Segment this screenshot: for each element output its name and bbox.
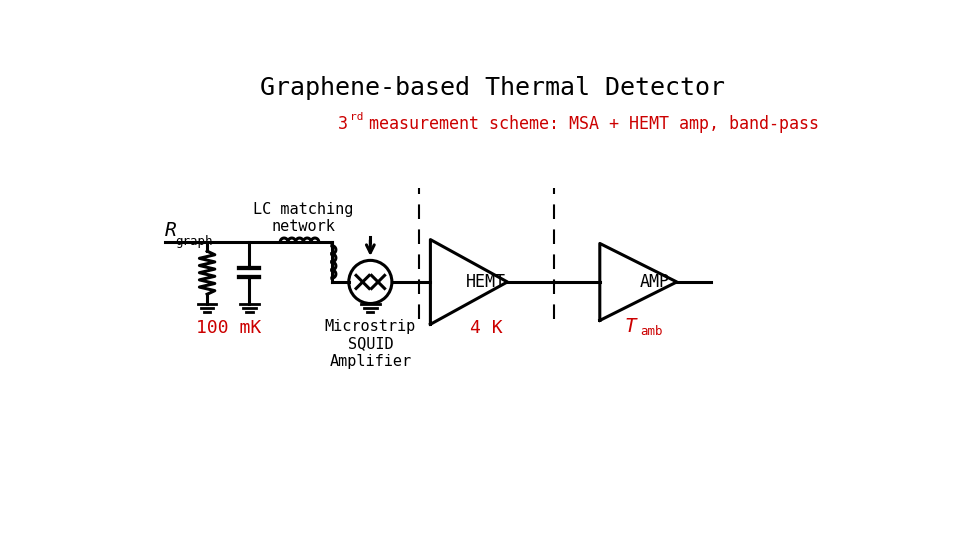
Text: LC matching
network: LC matching network [253, 202, 353, 234]
Text: graph: graph [176, 235, 213, 248]
Text: HEMT: HEMT [466, 273, 506, 291]
Text: rd: rd [350, 112, 364, 122]
Text: amb: amb [640, 325, 662, 338]
Text: 3: 3 [338, 115, 348, 133]
Text: 4 K: 4 K [469, 319, 502, 337]
Text: R: R [165, 221, 177, 240]
Text: Graphene-based Thermal Detector: Graphene-based Thermal Detector [259, 76, 725, 100]
Text: Microstrip
SQUID
Amplifier: Microstrip SQUID Amplifier [324, 319, 416, 369]
Text: T: T [625, 318, 636, 336]
Text: measurement scheme: MSA + HEMT amp, band-pass: measurement scheme: MSA + HEMT amp, band… [359, 115, 819, 133]
Text: 100 mK: 100 mK [196, 319, 261, 337]
Text: AMP: AMP [640, 273, 670, 291]
